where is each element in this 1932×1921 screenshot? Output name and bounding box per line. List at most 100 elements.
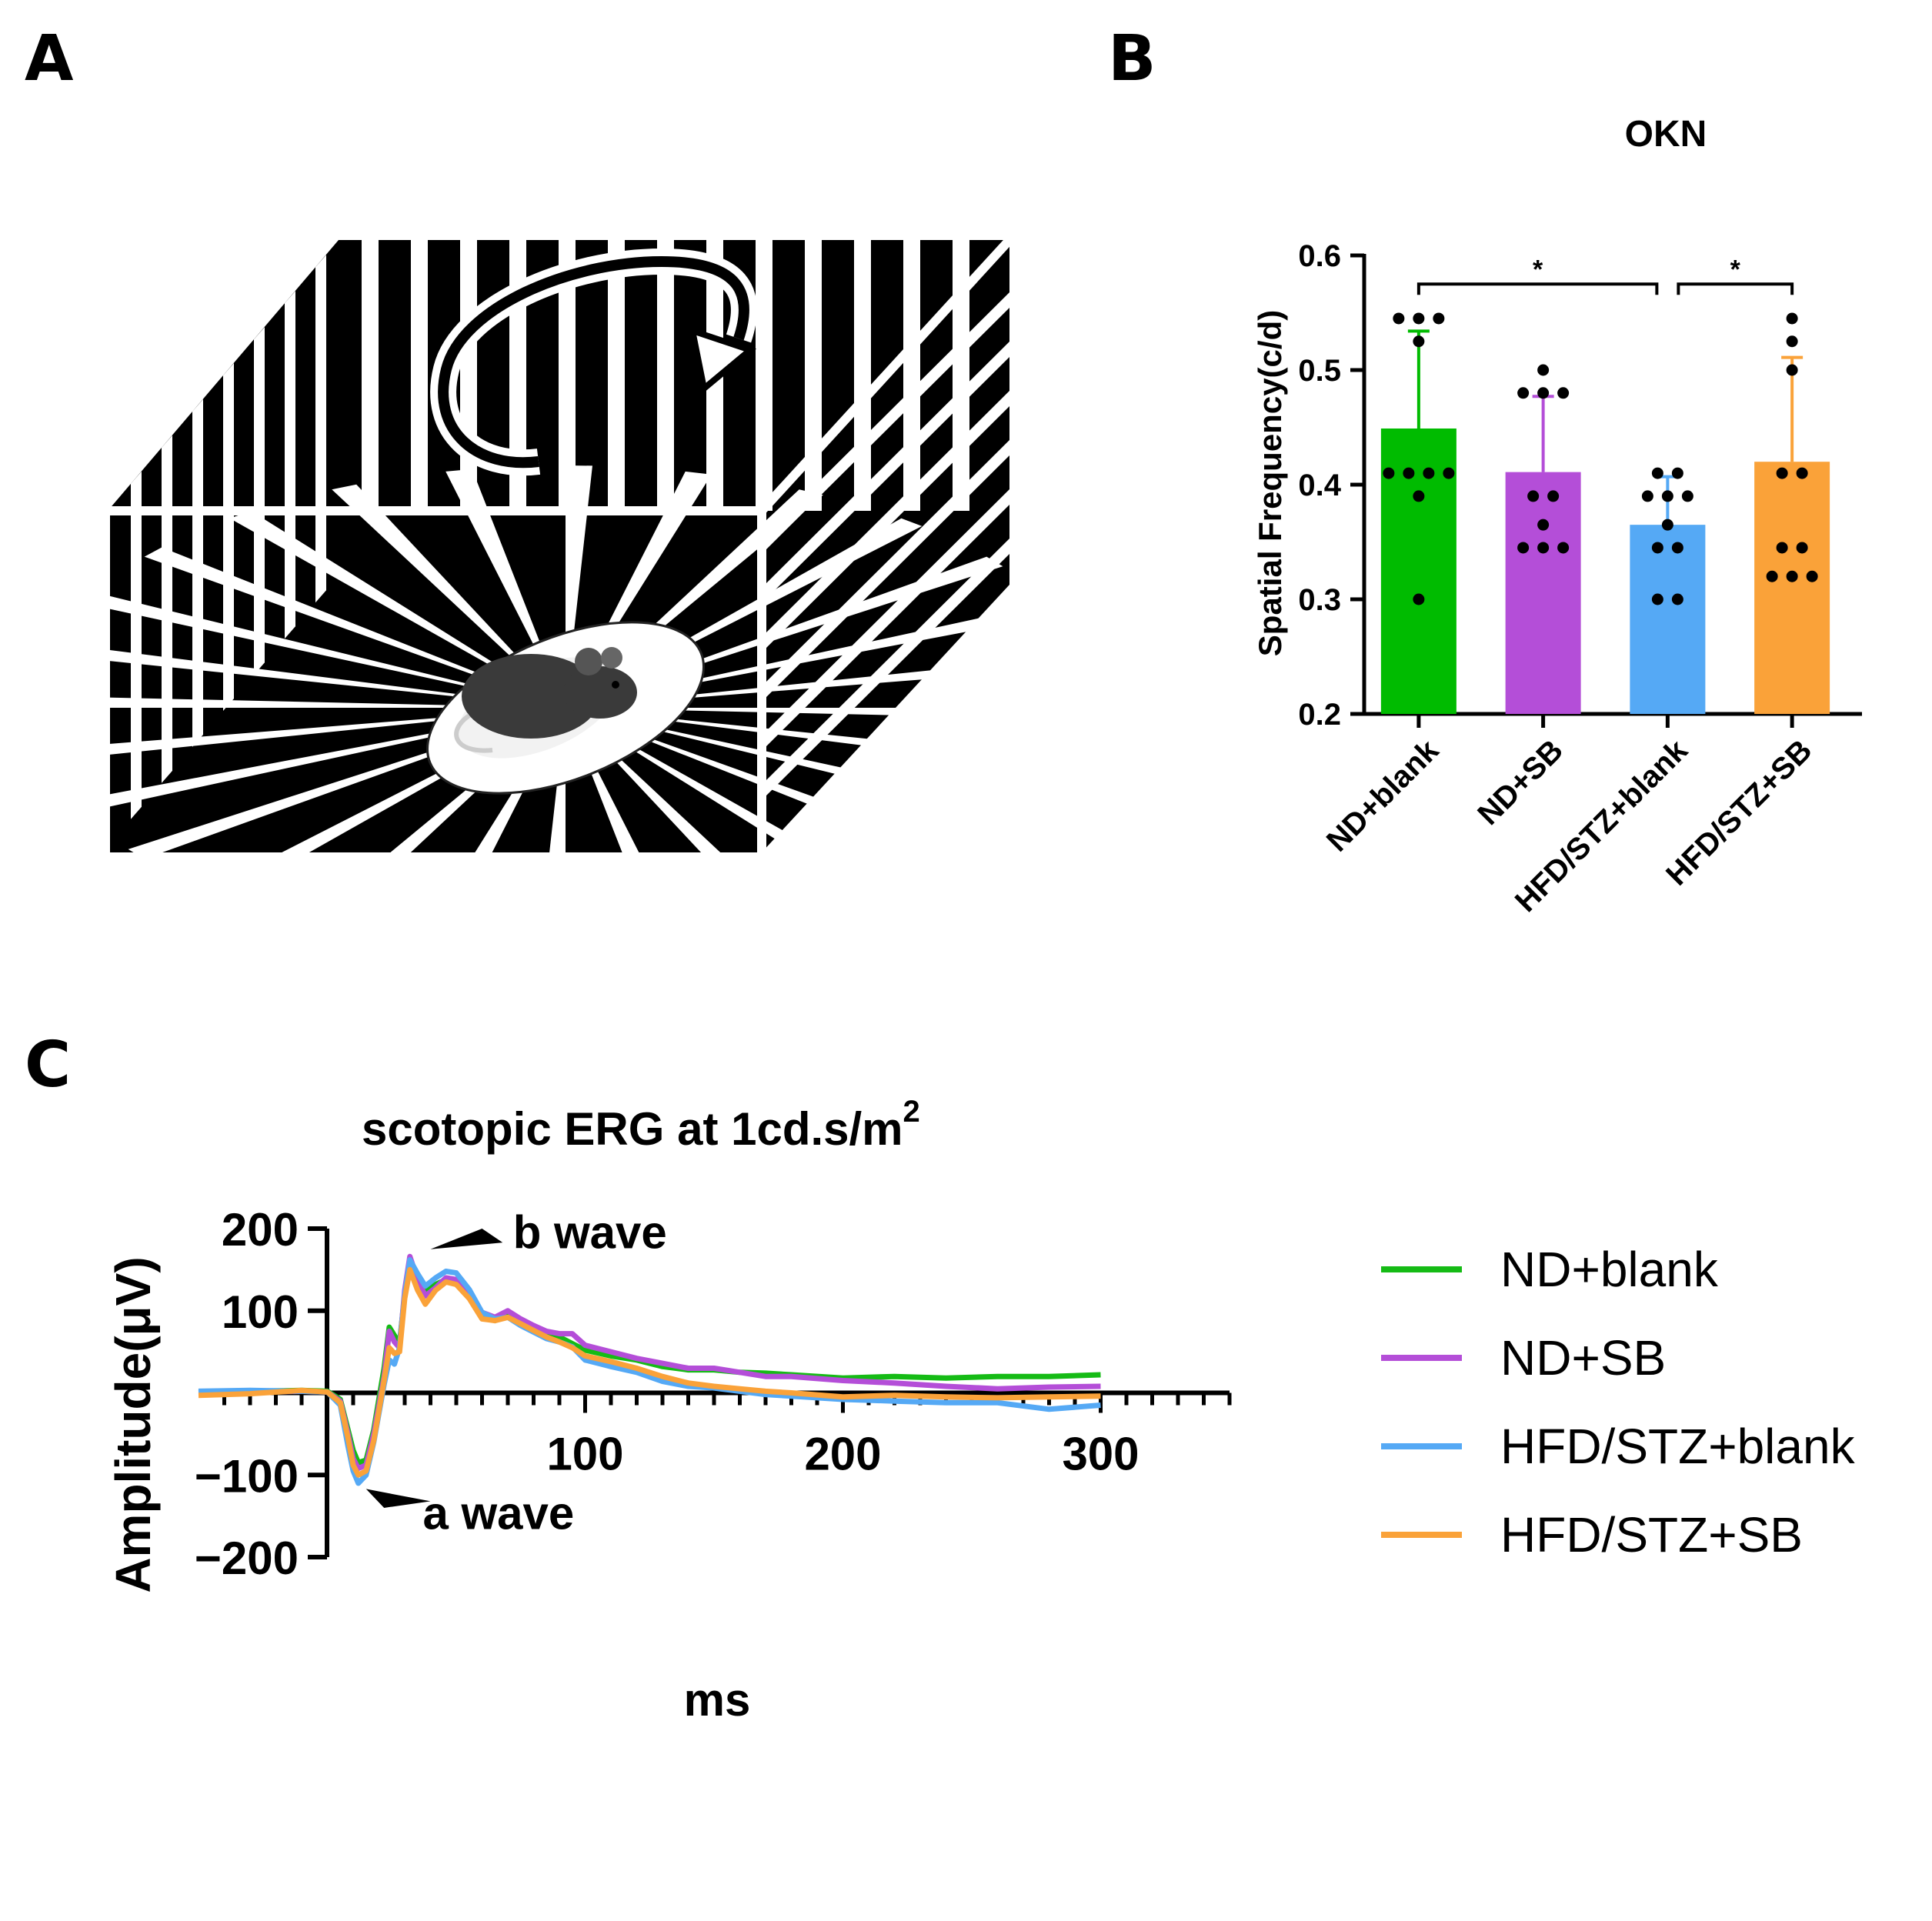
side-stripe bbox=[315, 255, 326, 603]
data-point bbox=[1671, 467, 1683, 479]
data-point bbox=[1547, 490, 1560, 502]
series-line-HFD/STZ+SB bbox=[198, 1266, 1101, 1478]
right-stripe bbox=[762, 292, 1009, 554]
data-point bbox=[1393, 312, 1405, 325]
y-tick-label: −100 bbox=[195, 1450, 299, 1502]
right-stripe bbox=[762, 391, 1009, 652]
chart-c-x-label: ms bbox=[684, 1674, 751, 1726]
a-wave-label: a wave bbox=[422, 1487, 574, 1539]
data-point bbox=[1443, 467, 1455, 479]
panel-a-letter: A bbox=[25, 22, 74, 95]
data-point bbox=[1413, 490, 1425, 502]
x-tick-label: 300 bbox=[1062, 1429, 1139, 1480]
mouse-body bbox=[462, 654, 600, 739]
side-stripe bbox=[223, 363, 234, 711]
data-point bbox=[1517, 542, 1530, 554]
panel-b-letter: B bbox=[1108, 22, 1156, 95]
data-point bbox=[1651, 593, 1663, 605]
data-point bbox=[1671, 593, 1683, 605]
chart-c-y-label: Amplitude(μV) bbox=[105, 1256, 161, 1592]
data-point bbox=[1537, 387, 1550, 399]
chart-b-error-bars bbox=[1407, 329, 1804, 525]
chart-b-significance: * * bbox=[1416, 255, 1794, 295]
floor-ray bbox=[566, 708, 1016, 765]
b-wave-arrow-icon bbox=[430, 1229, 503, 1249]
y-tick-label: 100 bbox=[222, 1286, 299, 1338]
mouse-ear-2 bbox=[601, 647, 622, 669]
floor-ray bbox=[229, 511, 566, 708]
back-stripe bbox=[608, 240, 625, 511]
right-stripe bbox=[762, 440, 1009, 702]
data-point bbox=[1796, 467, 1808, 479]
okn-apparatus-illustration bbox=[105, 236, 1016, 858]
right-stripe bbox=[762, 539, 1009, 800]
legend-label: ND+SB bbox=[1500, 1330, 1666, 1386]
data-point bbox=[1537, 364, 1550, 376]
data-point bbox=[1671, 542, 1683, 554]
back-stripe bbox=[756, 240, 772, 511]
data-point bbox=[1681, 490, 1693, 502]
data-point bbox=[1517, 387, 1530, 399]
data-point bbox=[1651, 542, 1663, 554]
data-point bbox=[1537, 519, 1550, 531]
floor-ray bbox=[108, 708, 566, 807]
right-stripe bbox=[762, 489, 1009, 751]
chart-c-annotations: b wave a wave bbox=[365, 1206, 667, 1539]
panel-c-letter: C bbox=[25, 1029, 71, 1102]
back-stripe bbox=[411, 240, 428, 511]
legend-label: HFD/STZ+blank bbox=[1500, 1419, 1856, 1474]
side-stripe bbox=[162, 435, 172, 783]
data-point bbox=[1641, 490, 1653, 502]
side-stripe bbox=[285, 291, 295, 639]
data-point bbox=[1413, 312, 1425, 325]
data-point bbox=[1413, 593, 1425, 605]
x-tick-label: ND+blank bbox=[1320, 733, 1446, 859]
right-wall bbox=[762, 240, 1009, 852]
back-stripe bbox=[362, 240, 379, 511]
back-stripe bbox=[805, 240, 822, 511]
data-point bbox=[1806, 570, 1818, 582]
data-point bbox=[1796, 542, 1808, 554]
data-point bbox=[1403, 467, 1415, 479]
a-wave-arrow-icon bbox=[365, 1489, 431, 1508]
y-tick-label: 0.5 bbox=[1298, 354, 1341, 388]
data-point bbox=[1786, 570, 1798, 582]
rotation-arrowhead-icon bbox=[688, 326, 757, 395]
data-point bbox=[1423, 467, 1435, 479]
data-point bbox=[1766, 570, 1778, 582]
erg-line-chart: scotopic ERG at 1cd.s/m2 Amplitude(μV) m… bbox=[105, 1095, 1856, 1726]
chart-c-legend: ND+blank ND+SB HFD/STZ+blank HFD/STZ+SB bbox=[1381, 1242, 1856, 1562]
floor-ray bbox=[566, 661, 1016, 708]
b-wave-label: b wave bbox=[513, 1206, 667, 1258]
box-top-edge bbox=[758, 236, 1013, 515]
legend-label: ND+blank bbox=[1500, 1242, 1719, 1297]
rotation-arrow-core bbox=[438, 255, 749, 469]
back-stripe bbox=[559, 240, 576, 511]
chart-c-title-sup: 2 bbox=[903, 1095, 920, 1129]
bar-HFD/STZ+blank bbox=[1630, 525, 1706, 714]
mouse-tail bbox=[454, 713, 493, 753]
data-point bbox=[1557, 542, 1570, 554]
series-line-ND+SB bbox=[198, 1253, 1101, 1472]
data-point bbox=[1661, 519, 1673, 531]
significance-bracket bbox=[1677, 282, 1794, 295]
back-stripe bbox=[854, 240, 871, 511]
back-stripe bbox=[657, 240, 674, 511]
floor-ray bbox=[108, 708, 566, 755]
x-tick-label: 100 bbox=[546, 1429, 623, 1480]
chart-c-title-main: scotopic ERG at 1cd.s/m bbox=[362, 1103, 903, 1155]
floor-ray bbox=[108, 595, 566, 708]
significance-bracket bbox=[1416, 282, 1659, 295]
chart-b-title: OKN bbox=[1625, 114, 1707, 155]
data-point bbox=[1413, 335, 1425, 348]
y-tick-label: 0.2 bbox=[1298, 698, 1341, 732]
mouse-eye bbox=[612, 681, 619, 689]
data-point bbox=[1651, 467, 1663, 479]
okn-bar-chart: OKN Spatial Frequency(c/d) * * 0.20.30.40… bbox=[1252, 114, 1862, 919]
data-point bbox=[1383, 467, 1395, 479]
x-tick-label: ND+SB bbox=[1471, 733, 1570, 832]
mouse-icon bbox=[454, 647, 637, 753]
mouse-head bbox=[563, 666, 637, 719]
